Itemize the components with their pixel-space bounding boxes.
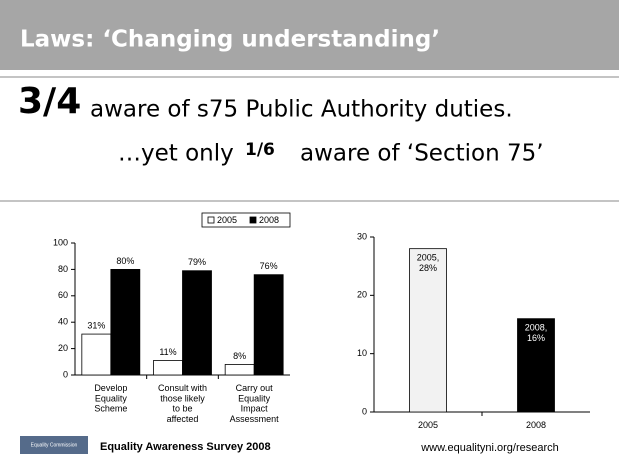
- bar: [517, 318, 555, 413]
- x-tick-label: Carry out Equality Impact Assessment: [230, 383, 280, 424]
- y-tick-label: 100: [53, 237, 68, 247]
- legend-swatch: [207, 216, 215, 224]
- value-label: 8%: [233, 351, 246, 361]
- value-label: 79%: [188, 257, 206, 267]
- headline-text: aware of s75 Public Authority duties.: [90, 97, 513, 123]
- bar: [253, 274, 284, 376]
- headline-text: aware of ‘Section 75’: [300, 141, 544, 167]
- y-tick-label: 0: [63, 369, 68, 379]
- x-tick-label: 2008: [526, 420, 546, 430]
- y-tick-label: 0: [362, 406, 367, 416]
- value-label: 11%: [159, 347, 176, 357]
- x-tick-label: 2005: [418, 420, 438, 430]
- value-label: 2008, 16%: [525, 323, 548, 343]
- bar: [110, 268, 141, 376]
- bar: [153, 360, 183, 376]
- legend-label: 2005: [217, 215, 237, 225]
- url: www.equalityni.org/research: [420, 442, 559, 454]
- y-tick-label: 20: [357, 290, 367, 300]
- y-tick-label: 40: [58, 317, 68, 327]
- source: Equality Awareness Survey 2008: [100, 441, 271, 453]
- value-label: 76%: [260, 261, 278, 271]
- value-label: 2005, 28%: [417, 253, 440, 273]
- legend-label: 2008: [259, 215, 279, 225]
- title-band: [0, 0, 619, 70]
- slide-title: Laws: ‘Changing understanding’: [20, 27, 440, 53]
- headline-text: …yet only: [118, 141, 234, 167]
- y-tick-label: 10: [357, 348, 367, 358]
- value-label: 31%: [87, 320, 105, 330]
- logo: [20, 436, 88, 454]
- y-tick-label: 20: [58, 343, 68, 353]
- x-tick-label: Develop Equality Scheme: [94, 383, 127, 414]
- bar: [224, 364, 255, 376]
- bar: [81, 333, 112, 376]
- fraction: 1/6: [245, 140, 275, 160]
- bar: [409, 248, 447, 413]
- y-tick-label: 30: [357, 231, 367, 241]
- fraction: 3/4: [18, 81, 81, 122]
- y-tick-label: 80: [58, 264, 68, 274]
- x-tick-label: Consult with those likely to be affected: [158, 383, 207, 424]
- y-tick-label: 60: [58, 290, 68, 300]
- legend-box: [201, 212, 291, 228]
- value-label: 80%: [116, 256, 134, 266]
- bar: [182, 270, 212, 376]
- logo-text: Equality Commission: [31, 442, 78, 448]
- legend-swatch: [249, 216, 257, 224]
